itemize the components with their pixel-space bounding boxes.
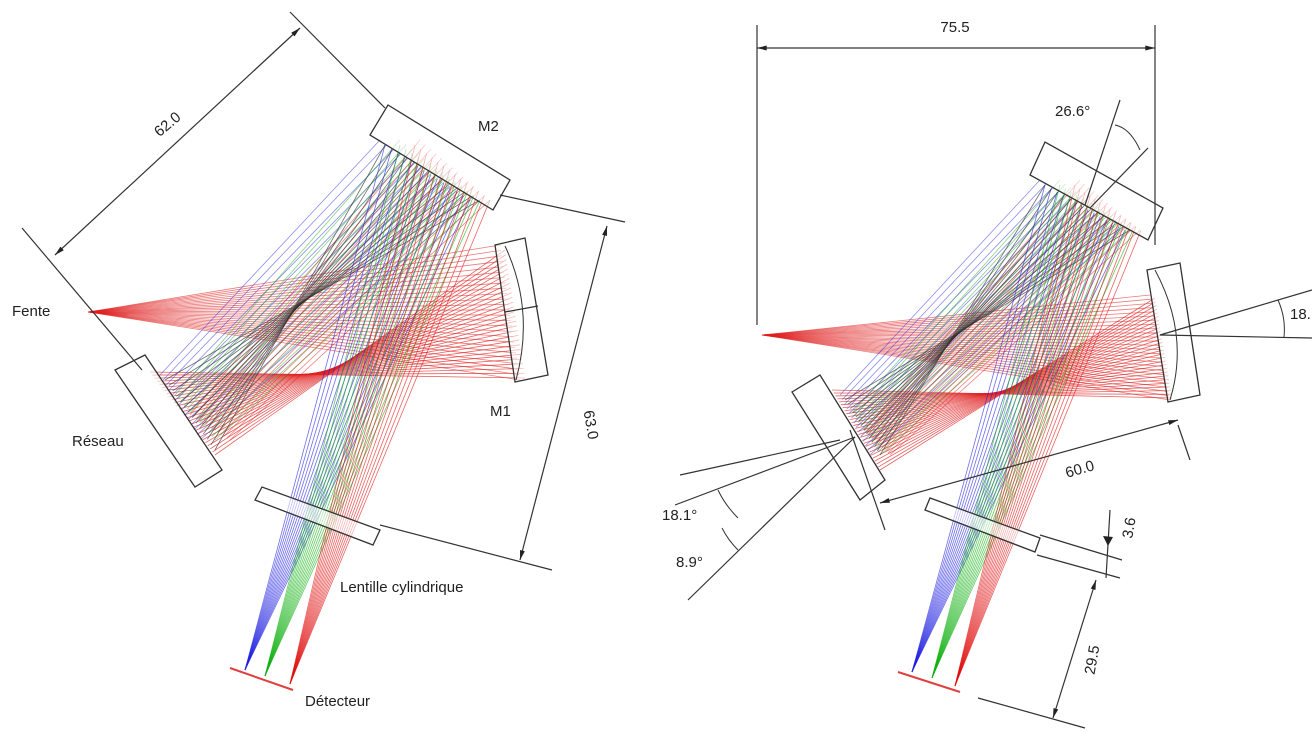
lens xyxy=(255,487,380,545)
dimension-label: 75.5 xyxy=(940,19,969,36)
angle-line xyxy=(675,437,855,505)
ray xyxy=(265,192,468,676)
extension-line xyxy=(500,195,625,222)
ray xyxy=(265,149,406,676)
ray xyxy=(932,206,1094,678)
ray xyxy=(290,145,415,684)
ray xyxy=(88,312,519,375)
part-label: Fente xyxy=(12,303,50,320)
angle-label: 18.1° xyxy=(662,507,697,524)
ray xyxy=(848,227,1124,405)
detector xyxy=(230,668,293,690)
angle-arc xyxy=(722,528,738,550)
ray xyxy=(932,202,1088,678)
dimension-label: 63.0 xyxy=(580,409,602,441)
ray xyxy=(265,153,412,676)
ray xyxy=(187,158,424,408)
dimension-label: 3.6 xyxy=(1119,516,1139,539)
arrowhead xyxy=(1091,580,1096,590)
extension-line xyxy=(22,228,142,370)
arrowhead xyxy=(602,226,607,236)
dimension-label: 29.5 xyxy=(1082,644,1104,676)
part-label: Détecteur xyxy=(305,693,370,710)
ray xyxy=(290,149,421,684)
ray xyxy=(290,162,438,684)
ray-layer xyxy=(88,140,1172,686)
angle-line xyxy=(688,437,855,600)
arrowhead xyxy=(1053,708,1058,718)
ray xyxy=(932,199,1082,678)
part-label: M1 xyxy=(490,403,511,420)
extension-line xyxy=(380,525,552,570)
angle-arc xyxy=(718,490,738,518)
angle-label: 8.9° xyxy=(676,554,703,571)
arrowhead xyxy=(520,550,525,560)
arrowhead xyxy=(1103,536,1113,546)
angle-arc xyxy=(1115,125,1140,150)
extension-line xyxy=(978,698,1085,728)
angle-arc xyxy=(1278,300,1284,337)
part-label: Réseau xyxy=(72,433,124,450)
part-label: M2 xyxy=(478,118,499,135)
dimension-label: 60.0 xyxy=(1063,457,1096,481)
ray xyxy=(850,223,1117,408)
dimension-label: 62.0 xyxy=(151,109,184,141)
ray xyxy=(215,177,463,430)
lens xyxy=(925,498,1040,552)
ray xyxy=(265,175,443,676)
ray xyxy=(211,149,392,444)
ray xyxy=(762,295,1150,335)
arrowhead xyxy=(757,46,767,51)
optical-diagram: 62.0 M2 Fente M1 Réseau 63.0 Lentille cy… xyxy=(0,0,1312,732)
extension-line xyxy=(1178,425,1190,460)
ray xyxy=(265,166,431,676)
arrowhead xyxy=(1145,46,1155,51)
dimension-line xyxy=(520,226,607,560)
angle-line xyxy=(680,440,840,475)
angle-label: 26.6° xyxy=(1055,103,1090,120)
detector xyxy=(898,672,960,692)
angle-label: 18.1° xyxy=(1290,306,1312,323)
ray xyxy=(88,312,515,348)
ray xyxy=(265,196,474,676)
ray xyxy=(912,202,1076,672)
arrowhead xyxy=(1168,420,1178,425)
ray xyxy=(265,179,449,676)
dimension-line xyxy=(55,28,300,255)
ray xyxy=(955,188,1080,686)
extension-line xyxy=(290,12,385,108)
ray xyxy=(172,335,519,399)
arrowhead xyxy=(880,498,890,503)
ray xyxy=(932,185,1060,678)
ray xyxy=(265,145,400,676)
part-label: Lentille cylindrique xyxy=(340,579,463,596)
